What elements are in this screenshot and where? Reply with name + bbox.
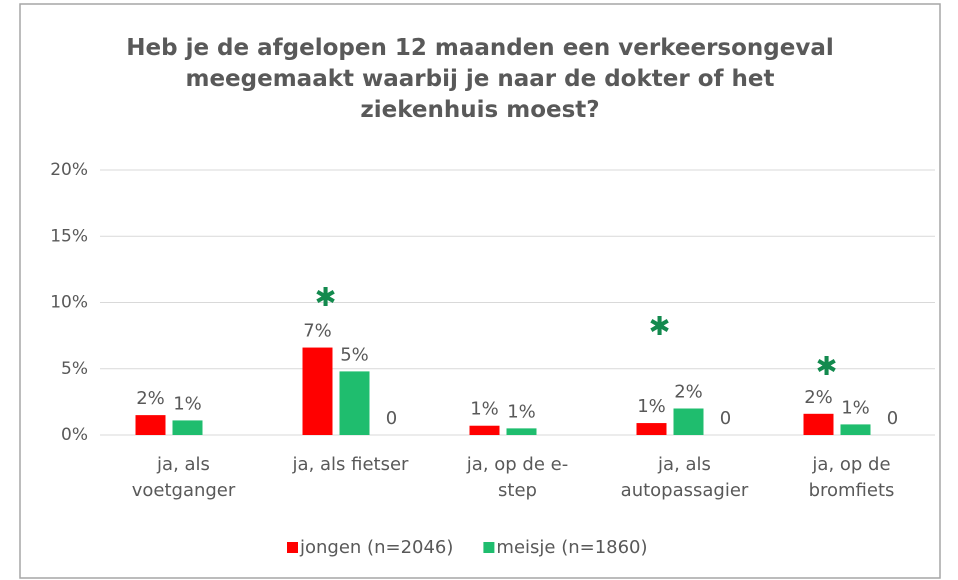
chart-border — [19, 3, 941, 579]
x-tick-label: ja, als fietser — [292, 454, 410, 475]
legend-label: meisje (n=1860) — [496, 537, 647, 558]
data-label: 1% — [470, 399, 499, 420]
x-tick-label: ja, als autopassagier — [621, 454, 749, 501]
annotation: ✱ — [816, 352, 838, 382]
data-label: 0 — [887, 408, 898, 429]
x-tick-label: ja, op de bromfiets — [809, 454, 895, 501]
y-tick-label: 5% — [61, 359, 88, 379]
data-label: 5% — [340, 344, 369, 365]
data-label: 1% — [841, 397, 870, 418]
bar — [840, 424, 871, 435]
annotation: ✱ — [649, 312, 671, 342]
y-tick-label: 0% — [61, 425, 88, 445]
x-tick-label: ja, op de e-step — [466, 454, 568, 501]
legend-swatch — [287, 542, 298, 553]
chart-title: Heb je de afgelopen 12 maanden een verke… — [126, 35, 834, 123]
data-label: 1% — [507, 401, 536, 422]
data-label: 2% — [804, 387, 833, 408]
y-tick-label: 15% — [50, 226, 88, 246]
data-label: 2% — [136, 388, 165, 409]
bar — [673, 408, 704, 435]
y-tick-label: 20% — [50, 160, 88, 180]
data-label: 2% — [674, 382, 703, 403]
legend-swatch — [483, 542, 495, 553]
data-label: 0 — [720, 408, 731, 429]
bar — [803, 413, 834, 435]
bar — [636, 423, 667, 435]
data-label: 0 — [386, 408, 397, 429]
bar — [302, 347, 333, 435]
bar — [506, 428, 537, 435]
data-label: 7% — [303, 321, 332, 342]
x-tick-label: ja, als voetganger — [132, 454, 236, 501]
y-tick-label: 10% — [50, 293, 88, 313]
bar — [135, 415, 166, 435]
bar — [469, 425, 500, 435]
bar — [339, 371, 370, 435]
data-label: 1% — [637, 396, 666, 417]
annotation: ✱ — [315, 283, 337, 313]
bar — [172, 420, 203, 435]
legend-label: jongen (n=2046) — [299, 537, 453, 558]
data-label: 1% — [173, 393, 202, 414]
